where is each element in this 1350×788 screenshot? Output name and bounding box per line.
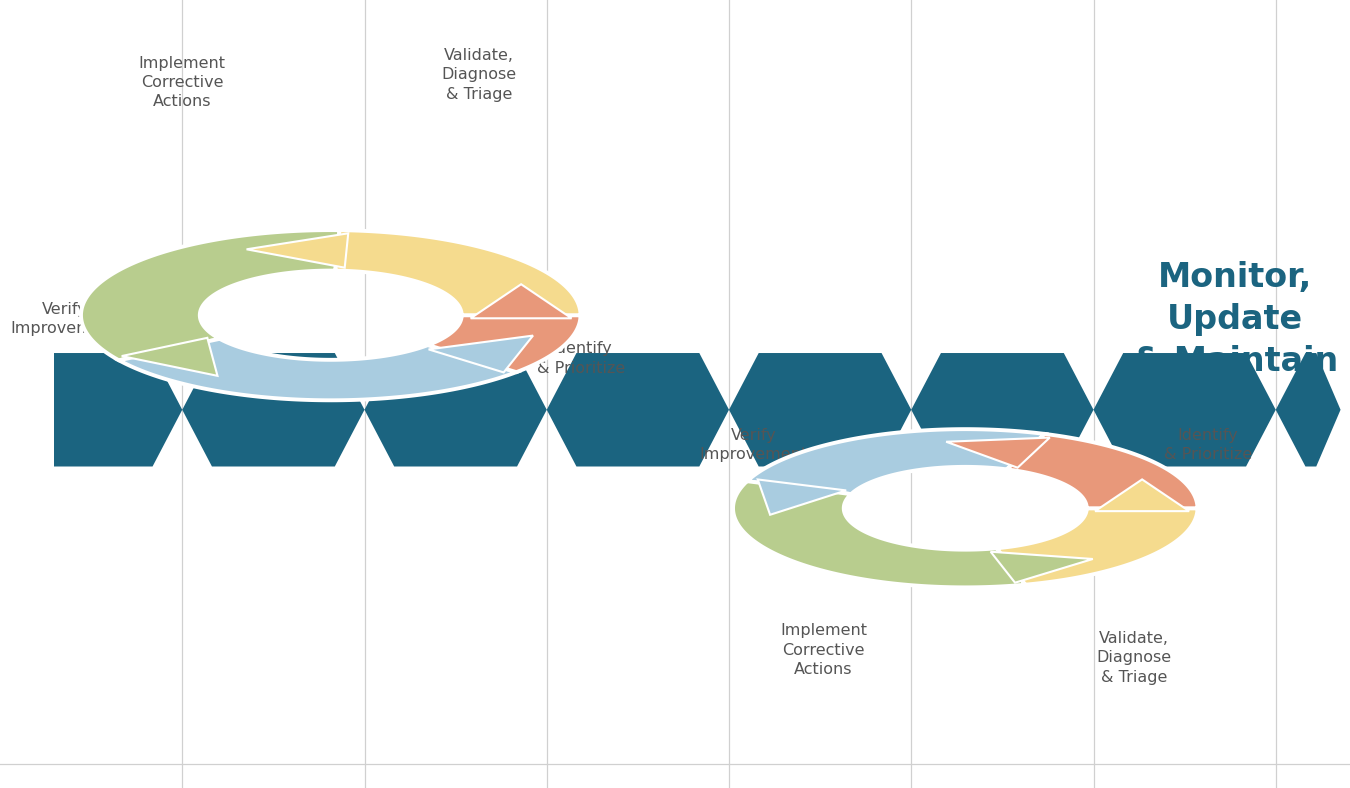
Polygon shape <box>991 552 1092 582</box>
Polygon shape <box>428 315 580 372</box>
Polygon shape <box>335 230 580 315</box>
Polygon shape <box>733 481 1026 587</box>
Polygon shape <box>471 284 571 318</box>
Text: Verify
Improvement: Verify Improvement <box>699 428 807 463</box>
Polygon shape <box>428 336 533 373</box>
Text: Identify
& Prioritize: Identify & Prioritize <box>537 341 625 376</box>
Polygon shape <box>247 233 348 268</box>
Polygon shape <box>996 508 1197 585</box>
Polygon shape <box>757 479 846 515</box>
Polygon shape <box>119 339 516 400</box>
Text: Implement
Corrective
Actions: Implement Corrective Actions <box>780 623 867 677</box>
Polygon shape <box>54 353 1341 466</box>
Polygon shape <box>946 437 1050 468</box>
Text: Monitor,
Update
& Maintain: Monitor, Update & Maintain <box>1133 261 1338 377</box>
Text: Validate,
Diagnose
& Triage: Validate, Diagnose & Triage <box>1096 631 1172 685</box>
Text: Identify
& Prioritize: Identify & Prioritize <box>1164 428 1251 463</box>
Polygon shape <box>81 230 339 360</box>
Text: Validate,
Diagnose
& Triage: Validate, Diagnose & Triage <box>441 48 517 102</box>
Polygon shape <box>1007 434 1197 508</box>
Text: Verify
Improvement: Verify Improvement <box>11 302 119 336</box>
Polygon shape <box>1095 479 1189 511</box>
Polygon shape <box>747 429 1045 494</box>
Polygon shape <box>122 338 217 376</box>
Text: Implement
Corrective
Actions: Implement Corrective Actions <box>139 56 225 110</box>
